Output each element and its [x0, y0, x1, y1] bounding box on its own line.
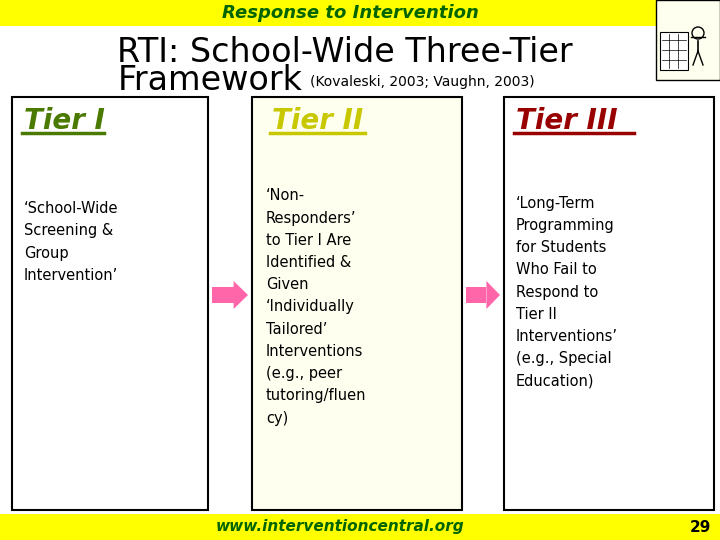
Bar: [212, 287, 233, 303]
Polygon shape: [487, 281, 500, 309]
Bar: [12, 97, 208, 510]
Text: www.interventioncentral.org: www.interventioncentral.org: [216, 519, 464, 535]
Bar: [0, 0, 720, 26]
Text: RTI: School-Wide Three-Tier: RTI: School-Wide Three-Tier: [117, 37, 573, 70]
Text: (Kovaleski, 2003; Vaughn, 2003): (Kovaleski, 2003; Vaughn, 2003): [310, 75, 535, 89]
Text: Tier II: Tier II: [272, 107, 364, 135]
Text: 29: 29: [689, 519, 711, 535]
Text: Tier III: Tier III: [516, 107, 618, 135]
Text: ‘Non-
Responders’
to Tier I Are
Identified &
Given
‘Individually
Tailored’
Inter: ‘Non- Responders’ to Tier I Are Identifi…: [266, 188, 366, 426]
Bar: [660, 32, 688, 70]
Bar: [252, 97, 462, 510]
Polygon shape: [233, 281, 248, 309]
Text: ‘Long-Term
Programming
for Students
Who Fail to
Respond to
Tier II
Interventions: ‘Long-Term Programming for Students Who …: [516, 195, 618, 388]
Text: Framework: Framework: [118, 64, 303, 97]
Text: ‘School-Wide
Screening &
Group
Intervention’: ‘School-Wide Screening & Group Intervent…: [24, 201, 119, 283]
Text: Tier I: Tier I: [24, 107, 105, 135]
Bar: [656, 0, 720, 80]
Bar: [504, 97, 714, 510]
Text: Response to Intervention: Response to Intervention: [222, 4, 478, 22]
Bar: [0, 514, 720, 540]
Bar: [466, 287, 487, 303]
